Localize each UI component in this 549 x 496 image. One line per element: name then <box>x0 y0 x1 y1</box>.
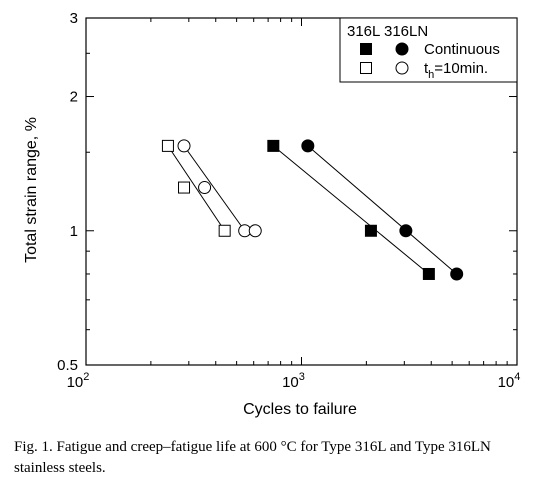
y-axis-title: Total strain range, % <box>23 117 40 263</box>
fit-line <box>273 145 430 275</box>
x-axis-title: Cycles to failure <box>243 401 357 418</box>
legend-circle-marker <box>395 61 409 75</box>
figure-caption: Fig. 1. Fatigue and creep–fatigue life a… <box>14 439 491 476</box>
square-marker <box>422 267 435 280</box>
y-tick-label: 2 <box>70 89 78 106</box>
circle-marker <box>248 224 262 238</box>
legend-entry-label: th=10min. <box>424 60 488 81</box>
y-axis: 0.5 1 2 3 <box>57 10 517 374</box>
data-markers <box>161 139 464 281</box>
y-tick-label: 3 <box>70 10 78 27</box>
x-tick-label: 102 <box>67 371 90 391</box>
fit-line <box>183 145 246 232</box>
chart: 102 103 104 0.5 1 2 3 Cycles to failure Total… <box>23 10 521 418</box>
circle-marker <box>399 224 413 238</box>
legend-square-marker <box>360 43 372 55</box>
legend-header: 316L 316LN <box>347 23 428 40</box>
fit-line <box>307 145 458 275</box>
circle-marker <box>301 139 315 153</box>
y-tick-label: 1 <box>70 223 78 240</box>
circle-marker <box>198 181 212 195</box>
legend-entry-label: Continuous <box>424 41 500 58</box>
x-tick-label: 103 <box>282 371 305 391</box>
legend-square-marker <box>360 62 372 74</box>
square-marker <box>218 224 231 237</box>
circle-marker <box>450 267 464 281</box>
fit-lines <box>167 145 458 275</box>
square-marker <box>267 139 280 152</box>
square-marker <box>161 139 174 152</box>
y-tick-label: 0.5 <box>57 357 78 374</box>
circle-marker <box>177 139 191 153</box>
square-marker <box>178 181 191 194</box>
square-marker <box>364 224 377 237</box>
legend-circle-marker <box>395 42 409 56</box>
x-tick-label: 104 <box>498 371 521 391</box>
fit-line <box>167 145 226 232</box>
